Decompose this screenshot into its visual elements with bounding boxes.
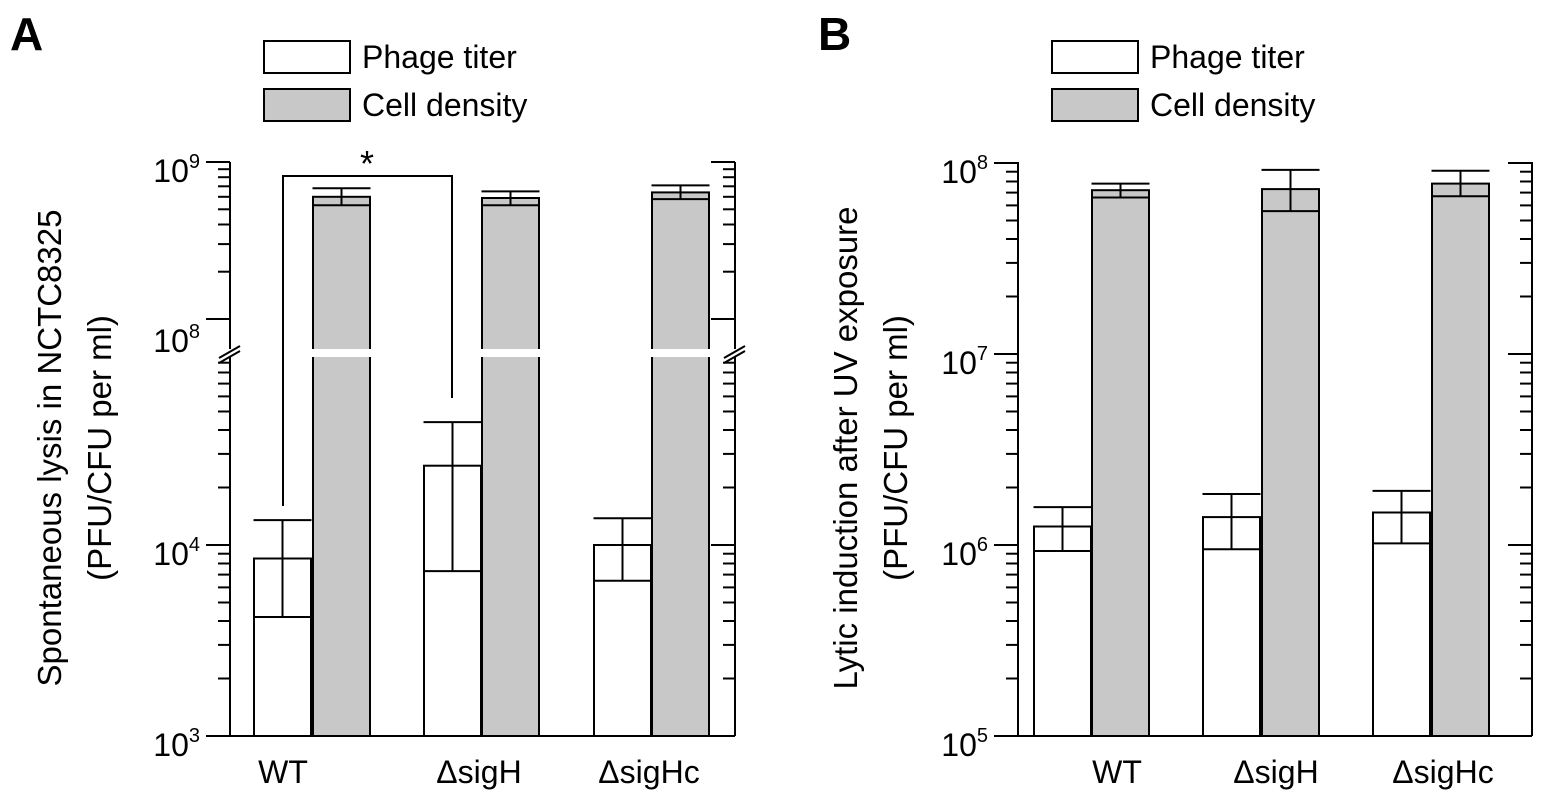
significance-star: * [360,143,374,184]
panel-b-error-bars [1033,168,1490,552]
legend-cell-label: Cell density [362,87,527,123]
panel-a-x-label-sighc: ΔsigHc [598,754,699,790]
panel-b-tick-label-1e8: 108 [941,152,988,190]
panel-a-bars [253,191,710,738]
panel-a-x-labels: WT ΔsigH ΔsigHc [258,754,700,790]
panel-b-tick-labels: 105 106 107 108 [941,152,988,763]
panel-b-bar-cell-1 [1261,188,1320,738]
panel-b: B Phage titer Cell density Lytic inducti… [818,8,1533,790]
panel-a-label: A [10,8,43,60]
panel-b-y-axis-title: Lytic induction after UV exposure (PFU/C… [827,206,914,689]
panel-b-x-label-wt: WT [1092,754,1142,790]
panel-b-bar-phage-1 [1202,516,1261,737]
legend-phage-label-b: Phage titer [1150,39,1305,75]
panel-a-x-label-sigh: ΔsigH [436,754,521,790]
panel-a-significance: * [282,143,453,506]
legend-cell-swatch-b [1051,88,1139,122]
panel-b-bar-cell-2 [1431,182,1490,738]
panel-b-bars [1033,182,1490,738]
panel-a-break-mark-right-1 [723,345,746,359]
panel-a-bar-cell-2 [651,191,710,737]
legend-cell-swatch [263,88,351,122]
panel-a-tick-label-1e9: 109 [153,151,200,189]
panel-a-break-mark-left-1 [218,345,241,359]
panel-b-major-ticks [994,162,1532,737]
panel-a-bar-cell-0 [312,195,371,738]
panel-a-major-ticks [206,161,735,737]
panel-a-y-axis-title: Spontaneous lysis in NCTC8325 (PFU/CFU p… [31,210,118,687]
panel-a-tick-labels: 103 104 108 109 [153,151,200,763]
legend-cell-label-b: Cell density [1150,87,1315,123]
panel-a-break-gap [209,349,756,357]
panel-a-break-mark-left-2 [218,350,241,364]
panel-a: A Phage titer Cell density Spontaneous l… [10,8,756,790]
panel-a-break-mark-right-2 [723,350,746,364]
panel-b-ylabel-line1: Lytic induction after UV exposure [827,206,864,689]
significance-bracket [282,175,453,506]
panel-a-bar-cell-1 [481,197,540,737]
panel-b-minor-ticks [1006,170,1532,680]
panel-a-legend: Phage titer Cell density [263,39,527,123]
legend-phage-label: Phage titer [362,39,517,75]
panel-b-label: B [818,8,851,60]
panel-b-bar-phage-2 [1372,511,1431,737]
panel-a-tick-label-1e8: 108 [153,321,200,359]
panel-b-bar-phage-0 [1033,525,1092,737]
panel-a-tick-label-1e3: 103 [153,725,200,763]
panel-a-tick-label-1e4: 104 [153,534,200,572]
panel-b-ylabel-line2: (PFU/CFU per ml) [877,315,914,581]
panel-b-bar-cell-0 [1091,189,1150,737]
panel-a-error-bars [253,184,710,618]
panel-b-legend: Phage titer Cell density [1051,39,1315,123]
panel-a-ylabel-line2: (PFU/CFU per ml) [81,315,118,581]
panel-a-x-label-wt: WT [258,754,308,790]
legend-phage-swatch [263,40,351,74]
panel-b-x-label-sigh: ΔsigH [1233,754,1318,790]
panel-b-x-label-sighc: ΔsigHc [1392,754,1493,790]
panel-b-tick-label-1e7: 107 [941,343,988,381]
panel-a-ylabel-line1: Spontaneous lysis in NCTC8325 [31,210,68,687]
panel-b-tick-label-1e5: 105 [941,725,988,763]
panel-a-minor-ticks [218,168,735,680]
panel-b-x-labels: WT ΔsigH ΔsigHc [1092,754,1494,790]
panel-b-tick-label-1e6: 106 [941,534,988,572]
legend-phage-swatch-b [1051,40,1139,74]
panel-a-axis-break [209,345,756,364]
